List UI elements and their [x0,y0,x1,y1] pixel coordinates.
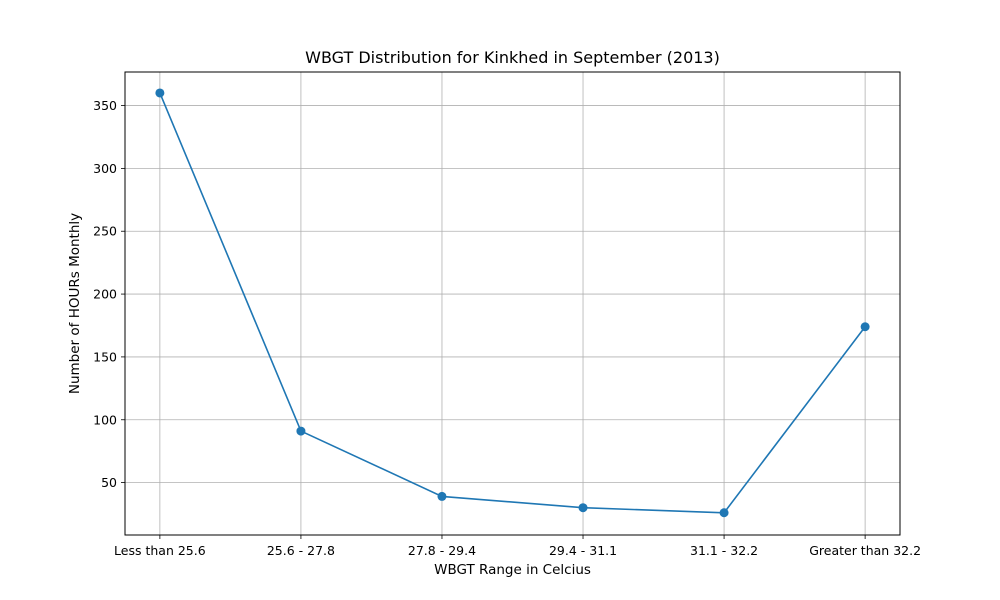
grid-lines [125,72,900,535]
x-tick-label: 27.8 - 29.4 [408,543,476,558]
data-point [437,491,447,501]
y-tick-label: 250 [93,224,117,239]
series-layer [155,88,870,518]
plot-frame [124,71,901,536]
x-tick-label: 29.4 - 31.1 [549,543,617,558]
data-point [860,322,870,332]
data-point [719,508,729,518]
axis-ticks: Less than 25.6 25.6 - 27.8 27.8 - 29.4 29.4… [93,98,921,558]
y-tick-label: 150 [93,349,117,364]
y-tick-label: 200 [93,287,117,302]
x-tick-label: Greater than 32.2 [809,543,921,558]
y-tick-label: 100 [93,412,117,427]
series-line [159,92,866,514]
y-axis-label: Number of HOURs Monthly [67,213,83,394]
x-tick-label: Less than 25.6 [114,543,206,558]
x-axis-label: WBGT Range in Celcius [434,562,591,578]
data-point [155,88,165,98]
chart-title: WBGT Distribution for Kinkhed in Septemb… [305,48,720,67]
y-tick-label: 350 [93,98,117,113]
x-tick-label: 25.6 - 27.8 [267,543,335,558]
y-tick-label: 50 [101,475,117,490]
data-point [296,426,306,436]
x-tick-label: 31.1 - 32.2 [690,543,758,558]
y-tick-label: 300 [93,161,117,176]
data-point [578,503,588,513]
